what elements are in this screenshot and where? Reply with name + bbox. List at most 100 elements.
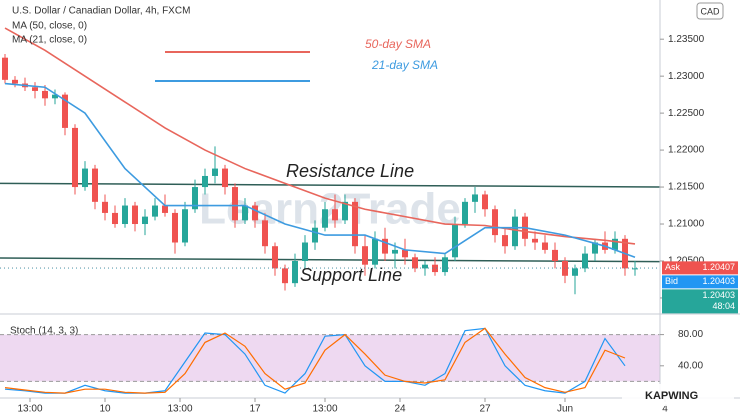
candle-body xyxy=(342,201,348,221)
y-tick-label: 1.23000 xyxy=(668,71,705,82)
x-tick-label: 24 xyxy=(394,404,406,415)
candle-body xyxy=(542,242,548,250)
candle-body xyxy=(132,205,138,225)
price-tag xyxy=(662,261,738,275)
logo-bg xyxy=(622,384,734,406)
candle-body xyxy=(182,209,188,243)
line-series xyxy=(4,82,636,259)
candle-body xyxy=(562,260,568,276)
candle-body xyxy=(82,168,88,188)
candle-body xyxy=(572,268,578,276)
watermark: Learn2Trade xyxy=(199,185,461,234)
candle-body xyxy=(262,220,268,247)
price-tag xyxy=(662,289,738,314)
x-tick-label: 13:00 xyxy=(167,404,192,415)
price-tag xyxy=(662,275,738,289)
axes: 1.200001.205001.210001.215001.220001.225… xyxy=(17,34,738,415)
candle-body xyxy=(502,235,508,247)
price-tag-value: 1.20403 xyxy=(702,290,735,300)
candle-body xyxy=(392,249,398,254)
candle-body xyxy=(162,205,168,213)
x-tick-label: 10 xyxy=(99,404,111,415)
candle-body xyxy=(362,246,368,265)
candle-body xyxy=(12,79,18,84)
x-tick-label: 13:00 xyxy=(17,404,42,415)
candle-body xyxy=(2,57,8,80)
band xyxy=(0,334,660,382)
x-tick-label: Jun xyxy=(557,404,573,415)
candle-body xyxy=(492,209,498,236)
candle-body xyxy=(552,249,558,261)
currency: CAD xyxy=(700,6,720,16)
y-tick-label: 80.00 xyxy=(678,329,703,340)
candle-body xyxy=(152,205,158,217)
candle-body xyxy=(172,212,178,243)
stoch-pane xyxy=(0,327,660,394)
candle-body xyxy=(432,264,438,273)
candle-body xyxy=(592,242,598,254)
candle-body xyxy=(472,194,478,202)
candle-body xyxy=(222,168,228,188)
candle-body xyxy=(442,257,448,273)
y-tick-label: 1.22500 xyxy=(668,108,705,119)
candle-body xyxy=(142,216,148,225)
y-tick-label: 1.23500 xyxy=(668,34,705,45)
line-label: Support Line xyxy=(300,265,402,285)
line-series xyxy=(4,27,636,245)
candle-body xyxy=(462,201,468,225)
candle-body xyxy=(402,249,408,258)
candle-body xyxy=(292,260,298,284)
candle-body xyxy=(192,187,198,210)
candle-body xyxy=(412,257,418,269)
line-label: Resistance Line xyxy=(286,161,414,181)
candle-body xyxy=(612,238,618,250)
price-tag-label: Ask xyxy=(665,262,681,272)
candle-body xyxy=(232,187,238,221)
price-tag-value: 1.20403 xyxy=(702,276,735,286)
candle-body xyxy=(272,246,278,269)
line-series xyxy=(0,182,660,188)
svg-text:KAPWING: KAPWING xyxy=(645,390,698,402)
x-tick-label: 17 xyxy=(249,404,261,415)
legend-entry: MA (50, close, 0) xyxy=(12,21,87,32)
candle-body xyxy=(122,205,128,225)
y-tick-label: 1.22000 xyxy=(668,145,705,156)
candle-body xyxy=(202,175,208,188)
candle-body xyxy=(332,209,338,221)
candle-body xyxy=(112,212,118,225)
candle-body xyxy=(92,168,98,202)
annotation: 21-day SMA xyxy=(371,58,438,72)
chart-title: U.S. Dollar / Canadian Dollar, 4h, FXCM xyxy=(12,6,190,17)
candle-body xyxy=(312,227,318,243)
candle-body xyxy=(62,94,68,128)
candle-body xyxy=(242,205,248,221)
candle-body xyxy=(252,205,258,221)
candle-body xyxy=(632,268,638,270)
currency-box xyxy=(696,2,724,20)
x-tick-label: 4 xyxy=(662,404,668,415)
candle-body xyxy=(422,264,428,269)
candle-body xyxy=(282,268,288,284)
candle-body xyxy=(322,209,328,228)
candle-body xyxy=(582,253,588,269)
candle-body xyxy=(482,194,488,210)
candle-body xyxy=(452,224,458,258)
y-tick-label: 1.21500 xyxy=(668,182,705,193)
x-tick-label: 27 xyxy=(479,404,491,415)
line-series xyxy=(0,257,660,263)
line-series xyxy=(4,327,626,394)
annotation: 50-day SMA xyxy=(365,37,431,51)
price-pane xyxy=(0,27,660,295)
candle-body xyxy=(382,238,388,254)
candle-body xyxy=(52,94,58,99)
price-tag-sublabel: 48:04 xyxy=(712,301,735,311)
price-tag-value: 1.20407 xyxy=(702,262,735,272)
candle-body xyxy=(352,201,358,247)
line-series xyxy=(4,327,626,394)
candle-body xyxy=(102,201,108,213)
price-tag-label: Bid xyxy=(665,276,678,286)
x-tick-label: 13:00 xyxy=(312,404,337,415)
y-tick-label: 1.20500 xyxy=(668,256,705,267)
candle-body xyxy=(302,242,308,261)
